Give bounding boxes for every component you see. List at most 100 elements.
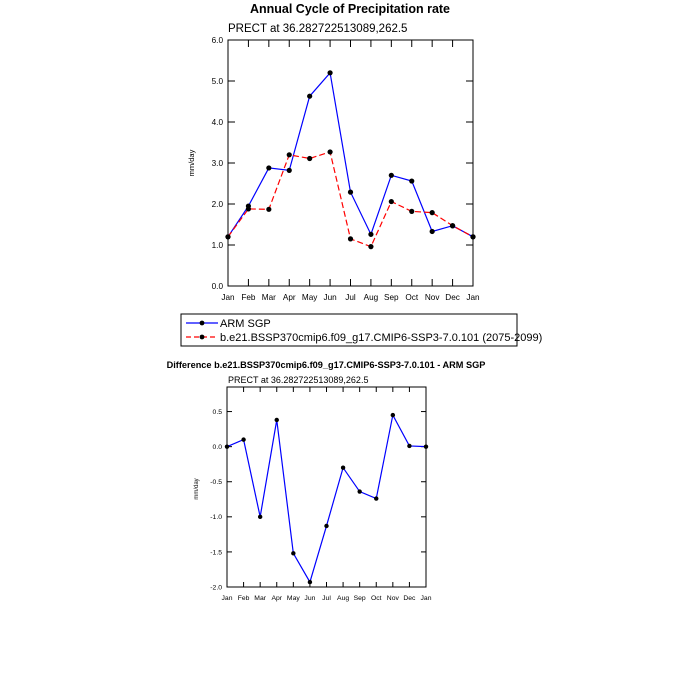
legend-label-model: b.e21.BSSP370cmip6.f09_g17.CMIP6-SSP3-7.… bbox=[220, 332, 542, 344]
chart1-subtitle: PRECT at 36.282722513089,262.5 bbox=[228, 23, 407, 35]
c1-series-line-0 bbox=[227, 71, 474, 238]
c2-ytick-label: -1.5 bbox=[210, 549, 222, 556]
c1-xtick-label: Mar bbox=[262, 293, 276, 302]
c1-point-s1-12 bbox=[470, 234, 476, 240]
c1-xtick-label: Jan bbox=[466, 293, 480, 302]
c1-point-s0-3 bbox=[286, 167, 292, 173]
c1-xtick-label: Jan bbox=[221, 293, 235, 302]
c2-ytick-label: -2.0 bbox=[210, 584, 222, 591]
c1-point-s1-4 bbox=[307, 155, 313, 162]
c1-xtick-label: Aug bbox=[364, 293, 379, 302]
c2-xtick-label: Jan bbox=[222, 595, 233, 602]
c2-point-s0-3 bbox=[274, 417, 279, 423]
c2-point-s0-9 bbox=[374, 496, 379, 501]
c1-point-s1-9 bbox=[409, 208, 415, 214]
c1-xtick-label: Dec bbox=[445, 293, 460, 302]
chart1-y-axis: 0.0 1.0 2.0 3.0 4.0 5.0 6.0 bbox=[212, 36, 473, 291]
c2-xtick-label: Sep bbox=[354, 595, 366, 602]
c2-xtick-label: Aug bbox=[337, 595, 349, 602]
legend-box bbox=[180, 313, 518, 347]
c1-xtick-label: Oct bbox=[405, 293, 418, 302]
c1-ytick-label: 0.0 bbox=[212, 282, 224, 291]
c2-xtick-label: Jan bbox=[421, 595, 432, 602]
chart1-plot-frame bbox=[227, 39, 474, 287]
c1-point-s0-2 bbox=[266, 165, 272, 171]
chart2-x-axis: Jan Feb Mar Apr May Jun Jul Aug Sep Oct Nov Dec Jan bbox=[222, 387, 432, 602]
c1-point-s0-10 bbox=[429, 228, 435, 235]
c2-ytick-label: 0.5 bbox=[213, 409, 223, 416]
c1-point-s1-7 bbox=[368, 244, 374, 250]
c2-ytick-label: -1.0 bbox=[210, 514, 222, 521]
c1-point-s0-4 bbox=[307, 93, 313, 99]
chart1-title: Annual Cycle of Precipitation rate bbox=[250, 2, 450, 16]
c2-point-s0-4 bbox=[291, 551, 296, 556]
c1-xtick-label: Jun bbox=[323, 293, 337, 302]
c2-xtick-label: Feb bbox=[238, 595, 250, 602]
c2-xtick-label: Mar bbox=[254, 595, 266, 602]
c2-ytick-label: 0.0 bbox=[213, 444, 223, 451]
c1-ytick-label: 2.0 bbox=[212, 200, 224, 209]
c1-point-s1-10 bbox=[429, 210, 435, 216]
c1-point-s0-7 bbox=[368, 231, 374, 237]
c2-xtick-label: Jul bbox=[322, 595, 331, 602]
legend-marker-arm-sgp bbox=[199, 320, 205, 326]
c2-point-s0-6 bbox=[324, 523, 329, 529]
c2-point-s0-5 bbox=[307, 579, 313, 585]
c2-xtick-label: Apr bbox=[271, 595, 282, 602]
c1-point-s1-1 bbox=[245, 206, 252, 212]
chart2-plot-frame bbox=[226, 386, 427, 588]
chart2-ylabel: mm/day bbox=[194, 478, 200, 499]
c2-xtick-label: Jun bbox=[304, 595, 315, 602]
c1-xtick-label: Jul bbox=[345, 293, 356, 302]
c2-xtick-label: May bbox=[287, 595, 300, 602]
c2-series-line-0 bbox=[226, 413, 427, 584]
c1-xtick-label: Apr bbox=[283, 293, 296, 302]
chart1-series bbox=[225, 70, 476, 250]
c1-ytick-label: 6.0 bbox=[212, 36, 224, 45]
c1-point-s1-5 bbox=[327, 149, 333, 155]
c1-ytick-label: 4.0 bbox=[212, 118, 224, 127]
c2-xtick-label: Nov bbox=[387, 595, 400, 602]
c1-point-s1-11 bbox=[449, 223, 456, 229]
c1-point-s0-8 bbox=[388, 172, 394, 178]
c1-xtick-label: Sep bbox=[384, 293, 399, 302]
chart2-series bbox=[224, 412, 429, 585]
c2-point-s0-8 bbox=[357, 489, 362, 494]
chart1-legend: ARM SGP b.e21.BSSP370cmip6.f09_g17.CMIP6… bbox=[180, 313, 542, 347]
c1-ytick-label: 5.0 bbox=[212, 77, 224, 86]
chart2-subtitle: PRECT at 36.282722513089,262.5 bbox=[228, 375, 368, 385]
legend-label-arm-sgp: ARM SGP bbox=[220, 318, 271, 330]
c1-point-s1-6 bbox=[347, 236, 354, 242]
c1-series-line-1 bbox=[227, 151, 474, 248]
c2-xtick-label: Dec bbox=[403, 595, 416, 602]
chart1-x-axis: Jan Feb Mar Apr May Jun Jul Aug Sep Oct Nov Dec Jan bbox=[221, 40, 480, 302]
chart2-y-axis: -2.0 -1.5 -1.0 -0.5 0.0 0.5 bbox=[210, 409, 426, 591]
c1-point-s0-9 bbox=[409, 178, 415, 184]
c1-point-s1-3 bbox=[286, 152, 292, 158]
legend-marker-model bbox=[199, 334, 205, 340]
c1-point-s1-2 bbox=[266, 206, 272, 212]
chart2-title: Difference b.e21.BSSP370cmip6.f09_g17.CM… bbox=[167, 360, 486, 370]
c1-xtick-label: Nov bbox=[425, 293, 440, 302]
c2-point-s0-11 bbox=[407, 443, 412, 449]
c1-ytick-label: 1.0 bbox=[212, 241, 224, 250]
c1-ytick-label: 3.0 bbox=[212, 159, 224, 168]
c1-point-s1-0 bbox=[225, 234, 231, 240]
c2-point-s0-12 bbox=[423, 444, 429, 449]
difference-chart: Difference b.e21.BSSP370cmip6.f09_g17.CM… bbox=[167, 360, 486, 602]
c1-point-s0-6 bbox=[347, 189, 354, 195]
c1-point-s1-8 bbox=[388, 198, 394, 205]
c1-point-s0-5 bbox=[327, 70, 333, 76]
c2-point-s0-1 bbox=[241, 437, 246, 442]
c2-point-s0-2 bbox=[257, 514, 263, 520]
annual-cycle-chart: Annual Cycle of Precipitation rate PRECT… bbox=[187, 2, 480, 302]
chart1-ylabel: mm/day bbox=[187, 149, 196, 176]
c2-ytick-label: -0.5 bbox=[210, 479, 222, 486]
c2-point-s0-7 bbox=[340, 465, 346, 470]
c1-xtick-label: Feb bbox=[241, 293, 256, 302]
c1-xtick-label: May bbox=[302, 293, 318, 302]
c2-point-s0-0 bbox=[224, 444, 230, 449]
c2-point-s0-10 bbox=[390, 412, 396, 418]
c2-xtick-label: Oct bbox=[371, 595, 382, 602]
